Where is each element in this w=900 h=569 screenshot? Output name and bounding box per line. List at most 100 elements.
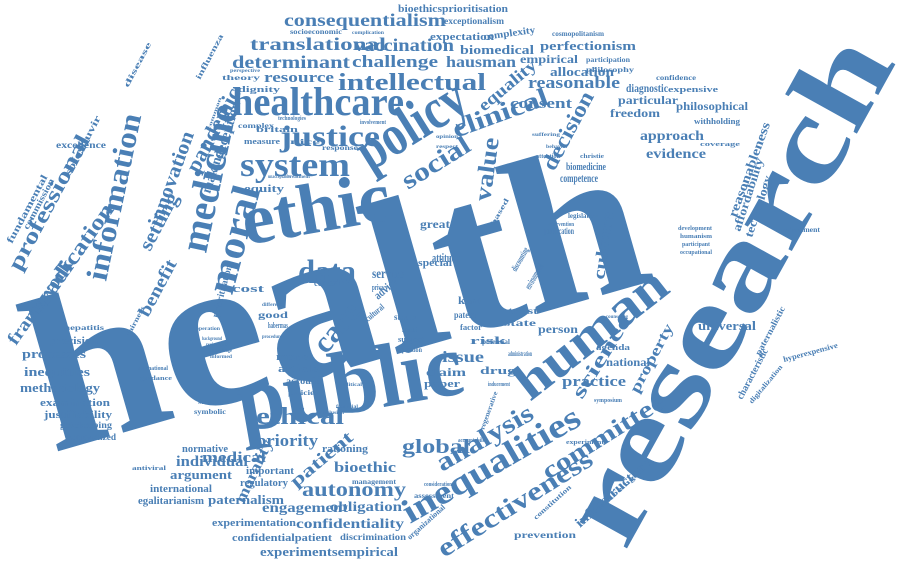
word-bioethic: bioethic bbox=[334, 460, 396, 476]
word-intervention: environment bbox=[778, 226, 821, 234]
word-potential: legislation bbox=[568, 212, 598, 220]
word-based: habermas bbox=[268, 321, 288, 330]
word-standard: treatment bbox=[288, 175, 310, 180]
word-hepatitis: measure bbox=[244, 137, 281, 146]
word-data: data bbox=[298, 254, 356, 291]
word-diagnostic: symposium bbox=[594, 398, 622, 404]
word-biomedical: biomedical bbox=[460, 42, 534, 57]
word-nice: service bbox=[372, 267, 404, 282]
word-competence: confidence bbox=[656, 74, 696, 82]
word-medical: medical bbox=[202, 450, 266, 466]
word-procedure: technologies bbox=[278, 116, 307, 122]
word-biomedicine: withholding bbox=[694, 117, 740, 126]
word-particular: particular bbox=[618, 93, 679, 107]
word-egalitarianism: egalitarianism bbox=[138, 496, 205, 507]
word-obligation: obligation bbox=[330, 500, 402, 515]
word-accountability: philosophy bbox=[586, 66, 635, 74]
word-empirical: empirical bbox=[520, 52, 579, 66]
word-principle: respect bbox=[436, 145, 458, 150]
word-management: management bbox=[352, 478, 397, 486]
word-withholding: development bbox=[678, 226, 712, 232]
word-issue: patent bbox=[454, 310, 476, 320]
word-opinion: procedure bbox=[262, 335, 283, 340]
word-antiviral: christie bbox=[580, 154, 604, 160]
word-assessment: complication bbox=[352, 31, 384, 36]
word-gatekeeping: gatekeeping bbox=[60, 420, 113, 430]
word-common: diagnostic bbox=[626, 81, 669, 95]
word-response: policies bbox=[288, 389, 318, 397]
word-context: potential bbox=[482, 338, 510, 346]
word-measure: article bbox=[278, 364, 319, 375]
word-freedom: freedom bbox=[610, 106, 660, 120]
word-perfectionism: perfectionism bbox=[540, 38, 636, 53]
word-symposium: uk'snational bbox=[138, 366, 168, 372]
word-dignity: good bbox=[258, 310, 288, 320]
word-special: trust bbox=[508, 306, 538, 316]
word-uk-snational: disease bbox=[122, 40, 154, 89]
word-universal: universal bbox=[698, 318, 756, 333]
word-subject: justification bbox=[543, 226, 574, 236]
word-fundamental: influenza bbox=[194, 33, 225, 81]
word-disease: equity bbox=[244, 184, 284, 195]
word-legislation: occupational bbox=[680, 250, 712, 256]
word-bioethicsprioritisation: bioethicsprioritisation bbox=[398, 3, 508, 15]
word-operation: behavior bbox=[546, 145, 569, 150]
word-good: great bbox=[420, 217, 450, 231]
word-influenza: response bbox=[322, 144, 358, 152]
word-respect: different bbox=[262, 303, 282, 308]
word-cultural: biomedicine bbox=[566, 161, 606, 173]
word-consequentialism: consequentialism bbox=[284, 10, 446, 30]
word-personalized: personalized bbox=[66, 432, 116, 442]
word-wellbeing: symbolic bbox=[194, 408, 226, 416]
word-hyperexpensive: prevention bbox=[514, 530, 576, 540]
word-argument: argument bbox=[170, 467, 233, 482]
word-national: national bbox=[606, 355, 651, 369]
word-expensive: participant bbox=[682, 242, 710, 248]
word-consideration: socioeconomic bbox=[290, 28, 342, 36]
word-paper: context bbox=[314, 277, 340, 289]
word-christie: background bbox=[202, 337, 222, 342]
word-risk: privacy bbox=[372, 283, 388, 292]
word-engagement: engagement bbox=[262, 501, 348, 516]
word-fairness: attention bbox=[536, 154, 561, 160]
word-philosophy: excellence bbox=[56, 140, 106, 150]
word-discrimination: discrimination bbox=[340, 532, 406, 542]
word-political: political bbox=[340, 383, 363, 388]
word-experimentation: experimentation bbox=[212, 518, 297, 529]
word-complexity: complexity bbox=[483, 25, 536, 43]
word-examination: examination bbox=[40, 397, 110, 409]
word-symbolic: counseling bbox=[606, 315, 628, 320]
word-intellectual: intellectual bbox=[338, 70, 486, 96]
word-financial: financial bbox=[336, 405, 359, 410]
word-advice: administration bbox=[508, 350, 532, 358]
word-great: kant bbox=[458, 296, 483, 307]
word-policies: drug bbox=[480, 366, 516, 377]
word-confidentiality: confidentiality bbox=[296, 517, 404, 532]
word-consent: consent bbox=[510, 96, 572, 112]
word-claim: factor bbox=[460, 323, 482, 332]
word-coverage: agenda bbox=[596, 343, 630, 352]
word-inequities: inequities bbox=[24, 364, 90, 379]
word-translational: translational bbox=[250, 34, 386, 54]
word-development: assessment bbox=[414, 492, 455, 500]
word-perspective: precision bbox=[50, 336, 99, 347]
word-confidence: humanism bbox=[680, 234, 712, 240]
word-priority: priority bbox=[256, 431, 319, 450]
word-more: issue bbox=[442, 349, 484, 366]
word-organizational: cosmopolitanism bbox=[552, 30, 604, 38]
word-commission: theory bbox=[222, 74, 261, 82]
word-uk-guidance: unacceptable bbox=[268, 175, 291, 180]
word-person: person bbox=[538, 322, 578, 336]
word-determinant: determinant bbox=[232, 52, 350, 72]
word-informed: opinion bbox=[436, 135, 458, 140]
word-reasonable: reasonable bbox=[528, 73, 621, 92]
word-environmental: hyperexpensive bbox=[782, 341, 839, 364]
word-agenda: inducement bbox=[488, 382, 510, 388]
word-ethical: ethical bbox=[256, 404, 344, 430]
word-equity: special bbox=[418, 257, 452, 269]
word-excellence: dignity bbox=[238, 85, 280, 94]
word-sofosbuvir: britain bbox=[256, 125, 299, 134]
word-cost: attitude bbox=[432, 250, 460, 265]
word-processes: processes bbox=[22, 346, 86, 361]
